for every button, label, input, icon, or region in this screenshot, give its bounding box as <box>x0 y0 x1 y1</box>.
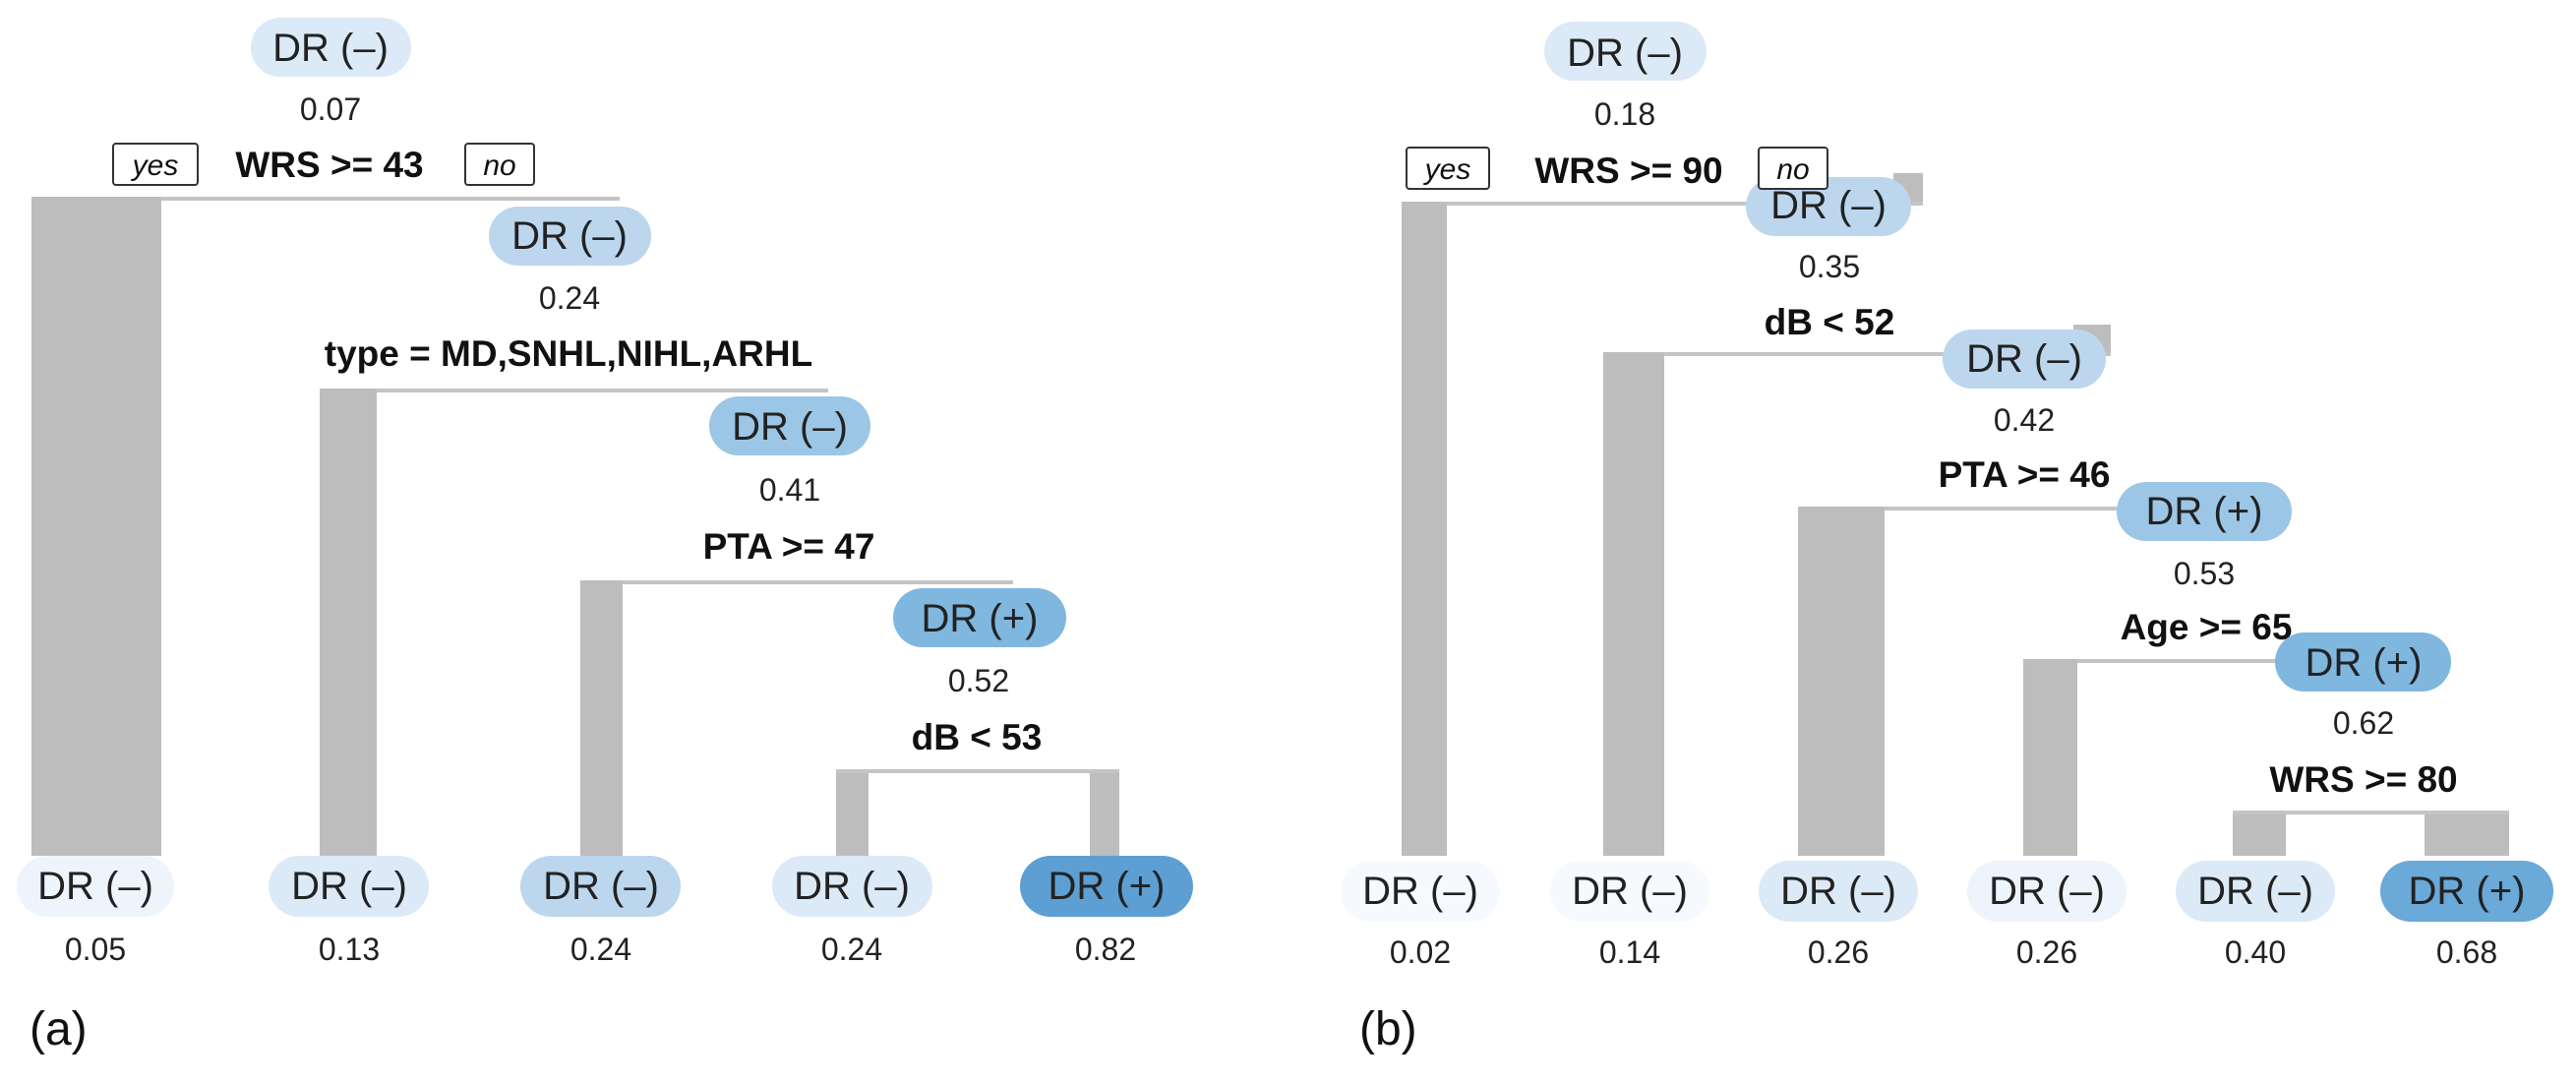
tree-b-leaf-4-box <box>1967 861 2127 922</box>
tree-b-bar-leaf-4 <box>2023 659 2077 856</box>
tree-b-leaf-5-class: DR (–) <box>2197 870 2313 913</box>
tree-b-node-1-value: 0.18 <box>1594 96 1655 132</box>
tree-b-bar-leaf-1 <box>1402 202 1447 856</box>
tree-b-node-5-class: DR (+) <box>2306 641 2423 685</box>
tree-b-leaf-5-box <box>2176 861 2335 922</box>
tree-b-leaf-4-value: 0.26 <box>2016 934 2077 970</box>
tree-a-node-1-class: DR (–) <box>272 27 389 70</box>
tree-b-node-3-box <box>1943 330 2106 389</box>
tree-b-node-1-class: DR (–) <box>1567 31 1683 75</box>
tree-b-node-3-class: DR (–) <box>1966 337 2082 381</box>
tree-a-node-3-box <box>709 396 870 455</box>
tree-a-leaf-1-value: 0.05 <box>65 932 126 967</box>
tree-a-leaf-3-box <box>520 856 681 917</box>
tree-a-bar-leaf-5 <box>1090 769 1119 856</box>
tree-a-split-2: type = MD,SNHL,NIHL,ARHL <box>325 333 812 374</box>
tree-a-node-2-value: 0.24 <box>539 280 600 316</box>
tree-b-leaf-1-box <box>1341 861 1500 922</box>
tree-b-no-label: no <box>1776 153 1809 186</box>
tree-a-bar-leaf-4 <box>836 769 869 856</box>
tree-b-bar-leaf-3 <box>1798 507 1885 856</box>
tree-b-bar-leaf-5 <box>2233 811 2286 856</box>
tree-b-leaf-6-value: 0.68 <box>2436 934 2497 970</box>
tree-a-leaf-3-class: DR (–) <box>543 865 659 908</box>
tree-a-node-3-value: 0.41 <box>759 472 820 508</box>
tree-a-leaf-5-box <box>1020 856 1193 917</box>
panel-b-label: (b) <box>1359 1003 1417 1055</box>
tree-b-node-4-class: DR (+) <box>2146 490 2263 533</box>
tree-b-split-1: WRS >= 90 <box>1534 151 1722 191</box>
tree-b-yes-label: yes <box>1423 153 1471 186</box>
tree-a-node-1-box <box>251 18 411 77</box>
tree-a-bar-leaf-3 <box>580 580 623 856</box>
tree-b-leaf-2-class: DR (–) <box>1572 870 1688 913</box>
tree-b-leaf-3-class: DR (–) <box>1780 870 1896 913</box>
panel-a: DR (–) 0.07 yes WRS >= 43 no DR (–) 0.24… <box>17 18 1193 1055</box>
panel-a-label: (a) <box>30 1003 88 1055</box>
tree-b-split-4: Age >= 65 <box>2121 607 2293 647</box>
tree-b-leaf-2-value: 0.14 <box>1599 934 1660 970</box>
panel-b: DR (–) 0.18 yes WRS >= 90 no DR (–) 0.35… <box>1341 22 2553 1055</box>
tree-a-bar-leaf-1 <box>31 197 161 856</box>
tree-b-leaf-2-box <box>1550 861 1709 922</box>
tree-b-node-4-box <box>2117 482 2292 541</box>
tree-b-leaf-1-value: 0.02 <box>1390 934 1451 970</box>
tree-b-leaf-3-box <box>1759 861 1918 922</box>
tree-a-leaf-4-value: 0.24 <box>821 932 882 967</box>
tree-b-node-3-value: 0.42 <box>1994 402 2055 438</box>
tree-b-leaf-3-value: 0.26 <box>1808 934 1869 970</box>
tree-a-leaf-5-class: DR (+) <box>1048 865 1166 908</box>
tree-a-node-2-box <box>489 207 651 266</box>
tree-a-leaf-4-box <box>772 856 932 917</box>
tree-a-leaf-4-class: DR (–) <box>794 865 910 908</box>
tree-b-yes-box <box>1406 147 1490 190</box>
tree-a-leaf-2-value: 0.13 <box>319 932 380 967</box>
tree-b-split-5: WRS >= 80 <box>2269 759 2457 800</box>
tree-b-node-4-value: 0.53 <box>2174 556 2235 591</box>
tree-a-node-3-class: DR (–) <box>732 405 848 449</box>
tree-a-node-2-class: DR (–) <box>511 214 628 258</box>
tree-a-split-3: PTA >= 47 <box>703 526 875 567</box>
tree-a-yes-label: yes <box>131 150 179 182</box>
tree-a-split-1: WRS >= 43 <box>235 145 423 185</box>
tree-a-no-box <box>464 143 535 186</box>
tree-a-leaf-1-box <box>17 856 174 917</box>
tree-a-yes-box <box>112 143 199 186</box>
tree-a-bar-leaf-2 <box>320 389 377 856</box>
tree-b-split-2: dB < 52 <box>1765 302 1895 342</box>
tree-b-leaf-5-value: 0.40 <box>2225 934 2286 970</box>
tree-b-bar-leaf-2 <box>1603 352 1664 856</box>
tree-b-node-2-box <box>1746 177 1911 236</box>
tree-a-no-label: no <box>483 150 515 182</box>
tree-b-node-1-box <box>1544 22 1707 81</box>
tree-a-leaf-3-value: 0.24 <box>570 932 631 967</box>
tree-b-node-5-box <box>2275 632 2451 692</box>
tree-b-no-box <box>1758 147 1828 190</box>
tree-b-leaf-6-class: DR (+) <box>2409 870 2526 913</box>
tree-a-leaf-2-class: DR (–) <box>291 865 407 908</box>
tree-b-bar-leaf-6 <box>2425 811 2509 856</box>
tree-a-node-1-value: 0.07 <box>300 91 361 127</box>
tree-a-node-4-value: 0.52 <box>948 663 1009 698</box>
tree-b-leaf-1-class: DR (–) <box>1362 870 1478 913</box>
tree-b-leaf-4-class: DR (–) <box>1989 870 2105 913</box>
tree-b-node-5-value: 0.62 <box>2333 705 2394 741</box>
tree-a-leaf-1-class: DR (–) <box>37 865 153 908</box>
tree-a-leaf-5-value: 0.82 <box>1075 932 1136 967</box>
tree-a-leaf-2-box <box>269 856 429 917</box>
tree-a-node-4-class: DR (+) <box>922 597 1039 640</box>
tree-b-node-2-value: 0.35 <box>1799 249 1860 284</box>
tree-a-node-4-box <box>893 588 1066 647</box>
tree-b-node-2-class: DR (–) <box>1770 184 1887 227</box>
tree-a-split-4: dB < 53 <box>912 717 1043 757</box>
tree-b-leaf-6-box <box>2380 861 2553 922</box>
tree-b-split-3: PTA >= 46 <box>1939 454 2111 495</box>
